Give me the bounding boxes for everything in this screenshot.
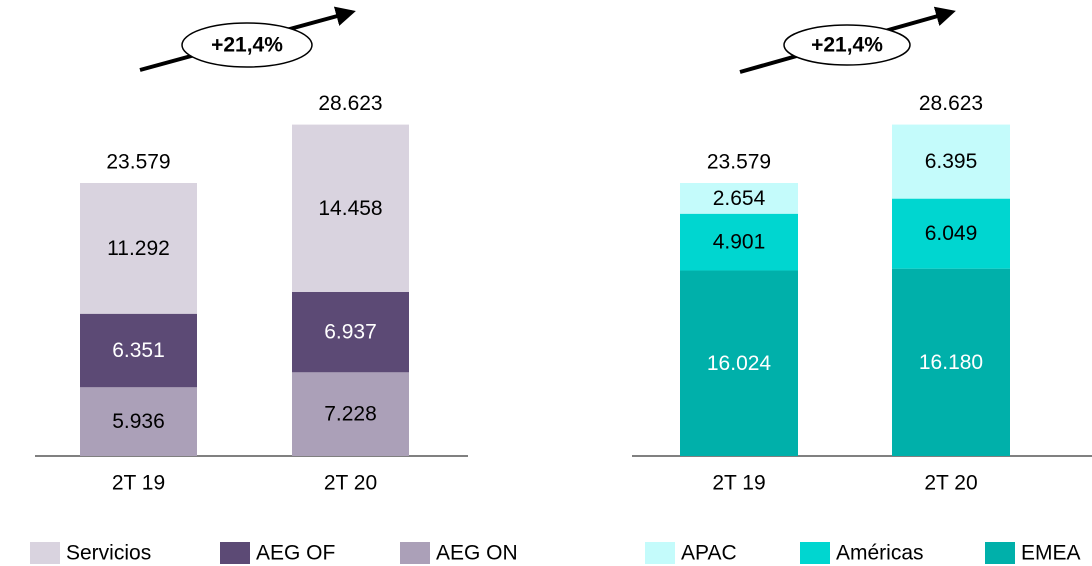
- legend-swatch: [400, 542, 430, 564]
- legend-label: Américas: [836, 542, 924, 565]
- bar-segment: [80, 387, 197, 456]
- bar-segment: [680, 213, 798, 271]
- legend-label: APAC: [681, 542, 737, 565]
- value-label: 4.901: [713, 231, 766, 254]
- annotation-bubble: [181, 22, 313, 68]
- legend-swatch: [645, 542, 675, 564]
- bar-segment: [292, 372, 409, 456]
- total-label: 28.623: [919, 92, 983, 115]
- bar-segment: [892, 268, 1010, 456]
- value-label: 16.180: [919, 351, 983, 374]
- legend-swatch: [985, 542, 1015, 564]
- bar-segment: [892, 198, 1010, 269]
- value-label: 11.292: [107, 237, 170, 260]
- value-label: 7.228: [324, 403, 377, 426]
- legend-swatch: [800, 542, 830, 564]
- legend-label: EMEA: [1021, 542, 1081, 565]
- bar-segment: [680, 270, 798, 456]
- bar-segment: [680, 183, 798, 214]
- x-tick-label: 2T 20: [924, 472, 977, 495]
- bar-segment: [292, 291, 409, 373]
- value-label: 6.049: [925, 222, 978, 245]
- value-label: 6.395: [925, 150, 978, 173]
- value-label: 2.654: [713, 187, 766, 210]
- value-label: 14.458: [318, 197, 382, 220]
- total-label: 28.623: [318, 92, 382, 115]
- bar-segment: [292, 124, 409, 292]
- total-label: 23.579: [707, 151, 771, 174]
- legend-label: AEG OF: [256, 542, 335, 565]
- x-tick-label: 2T 20: [324, 472, 377, 495]
- value-label: 16.024: [707, 352, 772, 375]
- legend-label: Servicios: [66, 542, 151, 565]
- legend-label: AEG ON: [436, 542, 518, 565]
- bar-segment: [80, 313, 197, 388]
- legend-swatch: [220, 542, 250, 564]
- annotation-bubble: [783, 24, 911, 66]
- annotation: +21,4%: [211, 34, 283, 57]
- value-label: 6.937: [324, 321, 377, 344]
- legend-swatch: [30, 542, 60, 564]
- annotation: +21,4%: [811, 34, 883, 57]
- total-label: 23.579: [106, 151, 170, 174]
- x-tick-label: 2T 19: [112, 472, 165, 495]
- x-tick-label: 2T 19: [712, 472, 765, 495]
- bar-segment: [80, 183, 197, 314]
- bar-segment: [892, 124, 1010, 199]
- value-label: 5.936: [112, 410, 165, 433]
- value-label: 6.351: [112, 339, 165, 362]
